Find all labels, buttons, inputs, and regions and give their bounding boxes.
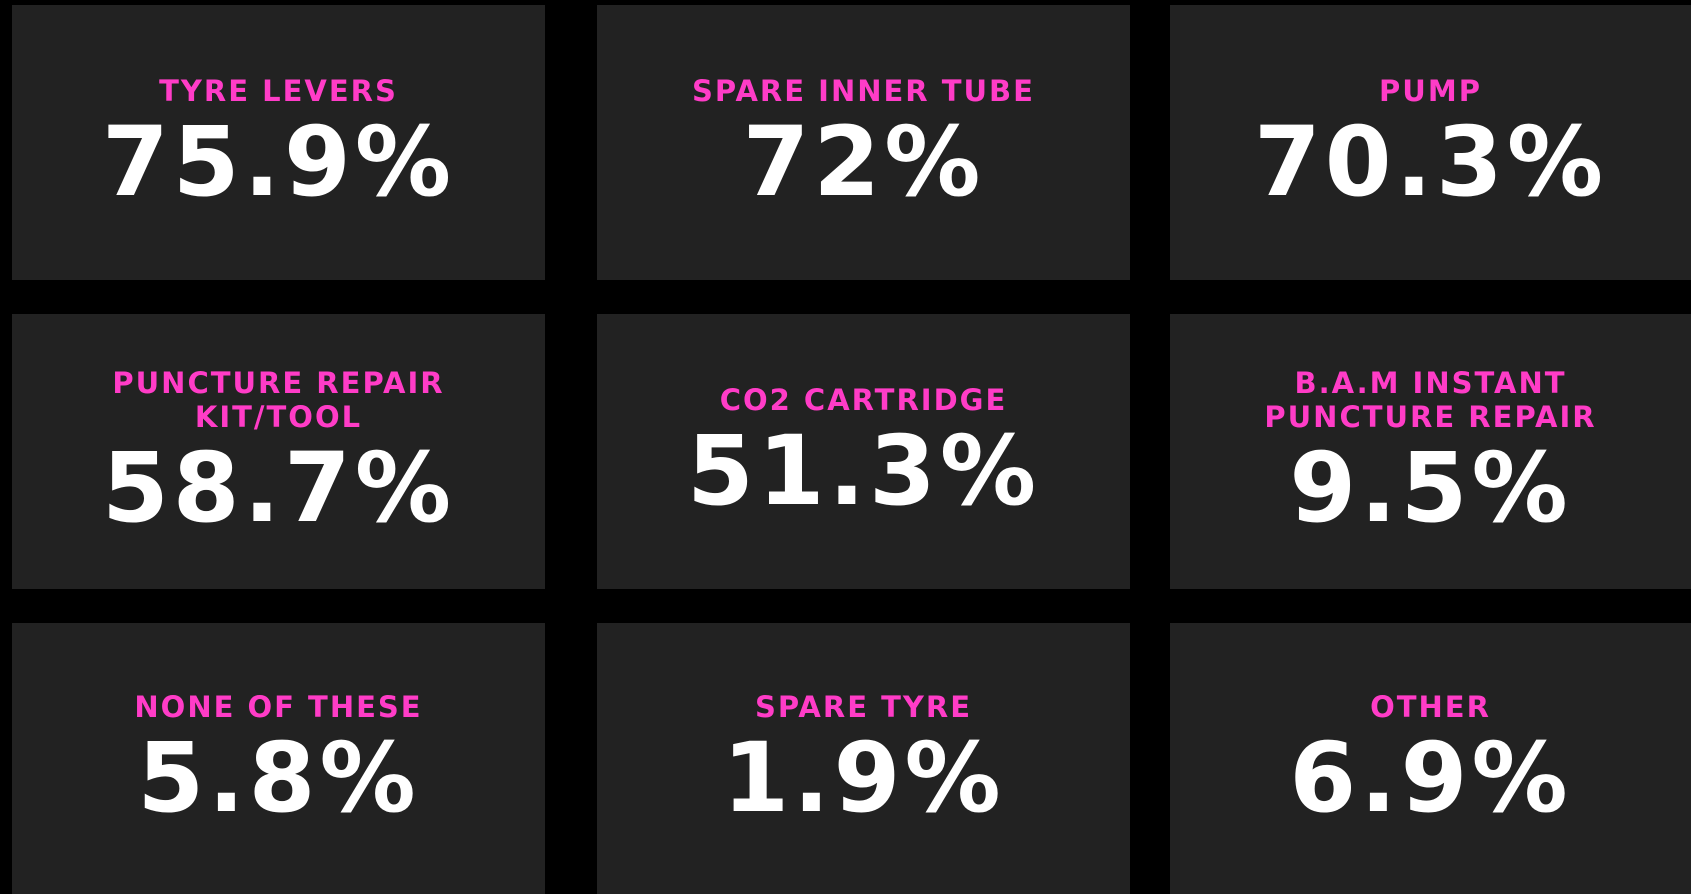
stat-card: PUNCTURE REPAIR KIT/TOOL 58.7% [12, 314, 545, 589]
stat-value: 58.7% [101, 431, 456, 544]
stat-label: PUNCTURE REPAIR KIT/TOOL [112, 365, 445, 434]
stat-label: PUMP [1379, 73, 1482, 108]
stat-card: OTHER 6.9% [1170, 623, 1691, 894]
stat-label: CO2 CARTRIDGE [719, 382, 1008, 417]
stat-card: SPARE INNER TUBE 72% [597, 5, 1130, 280]
stat-label: B.A.M INSTANT PUNCTURE REPAIR [1264, 365, 1597, 434]
stat-value: 51.3% [686, 414, 1041, 527]
stat-label: OTHER [1370, 689, 1491, 724]
stat-value: 70.3% [1253, 105, 1608, 218]
stat-card: NONE OF THESE 5.8% [12, 623, 545, 894]
stat-value: 72% [742, 105, 985, 218]
stat-card: SPARE TYRE 1.9% [597, 623, 1130, 894]
stat-value: 5.8% [137, 721, 420, 834]
stat-label: NONE OF THESE [134, 689, 423, 724]
stat-label: TYRE LEVERS [159, 73, 398, 108]
stat-value: 6.9% [1289, 721, 1572, 834]
stat-card: TYRE LEVERS 75.9% [12, 5, 545, 280]
stat-card: PUMP 70.3% [1170, 5, 1691, 280]
stat-value: 9.5% [1289, 431, 1572, 544]
stat-card: CO2 CARTRIDGE 51.3% [597, 314, 1130, 589]
stat-value: 75.9% [101, 105, 456, 218]
stat-label: SPARE INNER TUBE [692, 73, 1035, 108]
stat-value: 1.9% [722, 721, 1005, 834]
stat-label: SPARE TYRE [754, 689, 973, 724]
stat-card: B.A.M INSTANT PUNCTURE REPAIR 9.5% [1170, 314, 1691, 589]
